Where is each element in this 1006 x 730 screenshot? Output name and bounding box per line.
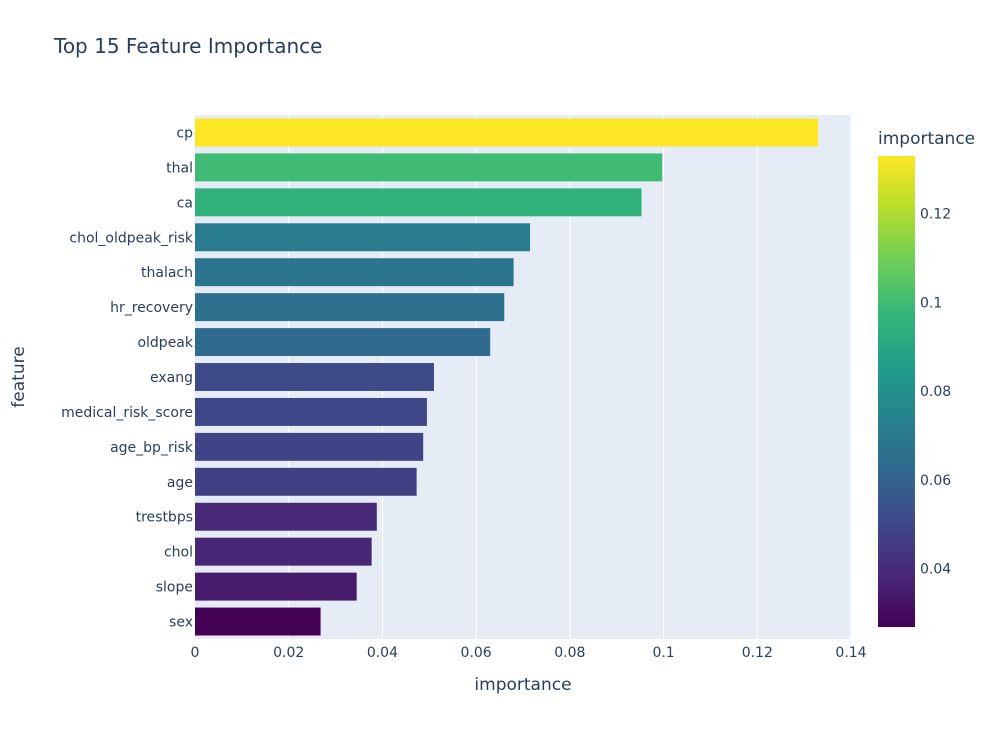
colorbar-tick-label: 0.04 [920,561,951,577]
y-tick-label: oldpeak [137,335,193,351]
bar-trestbps [195,502,377,531]
bar-medical_risk_score [195,397,427,426]
bars-group [195,118,819,636]
y-tick-label: sex [169,615,193,631]
bar-chol [195,537,372,566]
colorbar [878,156,915,627]
y-tick-label: chol_oldpeak_risk [69,230,193,246]
x-tick-labels: 0 0.02 0.04 0.06 0.08 0.1 0.12 0.14 [191,645,867,661]
bar-cp [195,118,819,147]
x-tick-label: 0.04 [367,645,398,661]
bar-sex [195,607,321,636]
bar-thalach [195,258,514,287]
colorbar-tick-label: 0.12 [920,207,951,223]
x-tick-label: 0.14 [835,645,866,661]
colorbar-tick-label: 0.08 [920,384,951,400]
y-tick-label: hr_recovery [110,300,193,316]
bar-slope [195,572,357,601]
y-tick-label: thalach [141,265,193,281]
x-tick-label: 0.06 [461,645,492,661]
chart-title: Top 15 Feature Importance [53,34,322,58]
colorbar-tick-labels: 0.04 0.06 0.08 0.1 0.12 [920,207,951,578]
bar-age [195,467,417,496]
bar-ca [195,188,642,217]
y-tick-label: age [167,475,193,491]
y-tick-label: medical_risk_score [61,405,193,421]
colorbar-title: importance [878,129,975,149]
bar-oldpeak [195,328,491,357]
x-tick-label: 0.02 [273,645,304,661]
bar-chol_oldpeak_risk [195,223,531,252]
y-tick-label: trestbps [136,510,193,526]
bar-exang [195,363,434,391]
bar-hr_recovery [195,293,505,322]
x-tick-label: 0.12 [742,645,773,661]
bar-thal [195,153,663,182]
y-axis-title: feature [9,346,29,407]
x-tick-label: 0 [191,645,200,661]
y-tick-label: age_bp_risk [110,440,194,456]
y-tick-label: exang [150,370,193,386]
x-tick-label: 0.1 [652,645,674,661]
y-tick-label: thal [166,160,193,176]
y-tick-label: slope [156,580,193,596]
x-tick-label: 0.08 [554,645,585,661]
bar-age_bp_risk [195,432,424,461]
y-tick-label: cp [176,125,193,141]
colorbar-tick-label: 0.06 [920,473,951,489]
y-tick-label: chol [164,545,193,561]
colorbar-tick-label: 0.1 [920,295,942,311]
x-axis-title: importance [474,675,571,695]
y-tick-label: ca [177,195,193,211]
